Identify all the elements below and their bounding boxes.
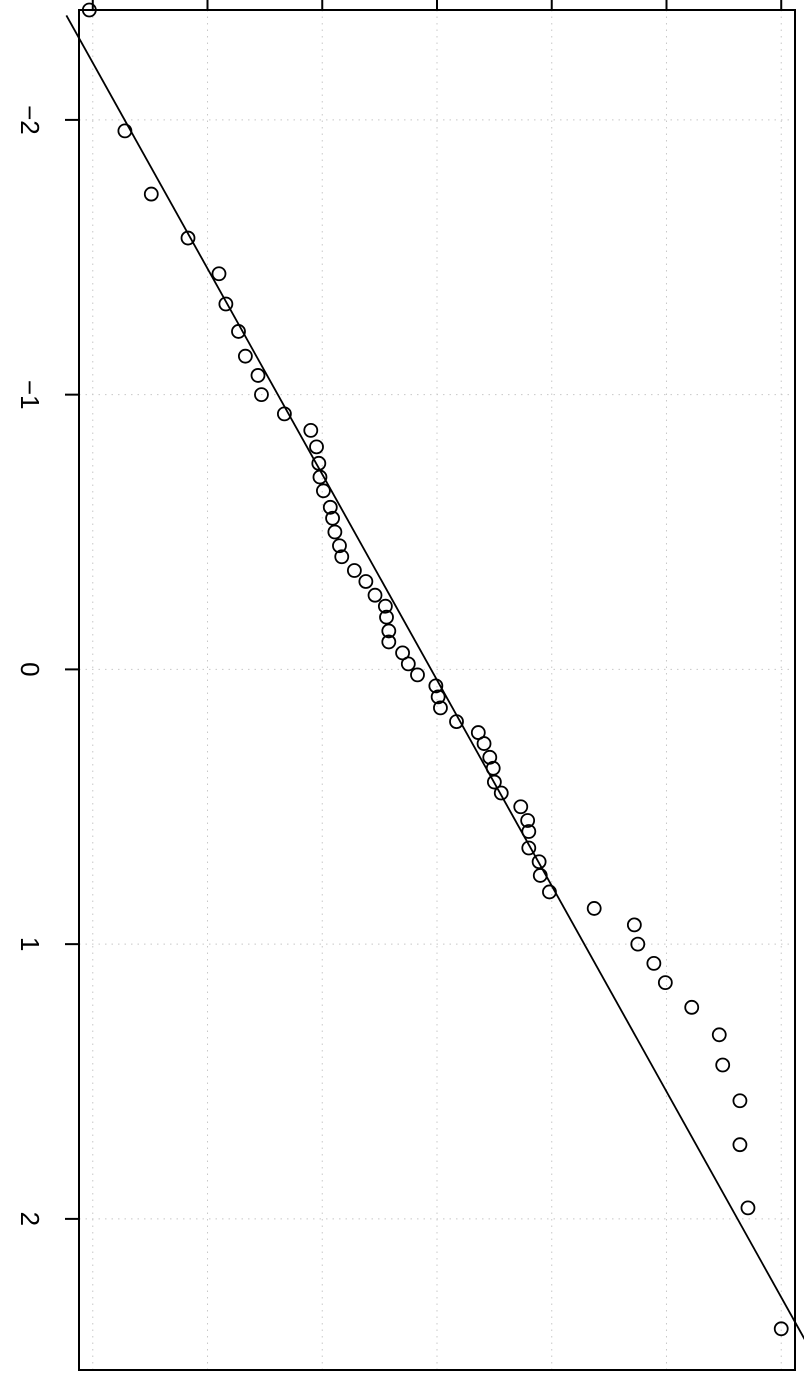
data-point-14 (312, 469, 328, 485)
data-point-55 (715, 1057, 731, 1073)
data-point-1 (117, 123, 133, 139)
data-point-41 (513, 799, 529, 815)
data-points (81, 2, 789, 1337)
data-point-12 (309, 439, 324, 455)
axis-ticks (65, 0, 783, 1220)
data-point-46 (532, 868, 548, 883)
data-point-4 (211, 266, 227, 282)
data-point-17 (325, 510, 340, 526)
data-point-9 (254, 387, 269, 403)
data-point-19 (332, 538, 347, 554)
data-point-3 (180, 230, 196, 246)
data-point-2 (143, 186, 159, 202)
data-point-18 (327, 524, 343, 540)
data-point-42 (520, 813, 536, 828)
data-point-10 (276, 406, 292, 422)
x-tick-label-2: 0 (15, 662, 45, 676)
data-point-36 (476, 736, 492, 751)
data-point-30 (410, 667, 425, 683)
data-point-15 (316, 483, 331, 499)
data-point-8 (250, 368, 266, 383)
x-tick-label-3: 1 (15, 937, 45, 951)
data-point-50 (630, 936, 646, 952)
data-point-47 (542, 884, 557, 900)
data-point-34 (449, 714, 464, 729)
data-point-58 (740, 1200, 756, 1216)
data-point-26 (381, 623, 397, 639)
data-point-0 (81, 2, 97, 18)
data-point-24 (377, 598, 393, 614)
x-tick-label-4: 2 (15, 1212, 45, 1226)
data-point-23 (367, 587, 383, 603)
data-point-56 (732, 1093, 748, 1109)
data-point-27 (381, 634, 397, 650)
data-point-20 (334, 549, 350, 565)
data-point-7 (237, 348, 253, 364)
data-point-54 (711, 1027, 727, 1043)
x-tick-label-0: −2 (15, 105, 45, 135)
data-point-21 (346, 563, 362, 578)
data-point-57 (732, 1137, 748, 1153)
data-point-52 (657, 975, 673, 991)
data-point-6 (231, 324, 246, 339)
grid-lines (79, 10, 795, 1370)
reference-line (65, 15, 804, 1340)
data-point-29 (400, 656, 416, 672)
data-point-48 (586, 901, 602, 916)
data-point-39 (486, 774, 502, 790)
x-tick-label-1: −1 (15, 380, 45, 410)
data-point-40 (493, 785, 509, 801)
data-point-49 (626, 917, 642, 933)
data-point-51 (646, 955, 662, 971)
tick-labels: −2 −1 0 1 2 (15, 105, 45, 1226)
data-point-43 (521, 824, 537, 839)
data-point-44 (521, 840, 537, 856)
data-point-59 (773, 1321, 789, 1337)
data-point-11 (303, 422, 319, 438)
data-point-16 (322, 499, 338, 515)
data-point-33 (433, 700, 448, 716)
data-point-5 (218, 296, 234, 312)
data-point-31 (428, 678, 444, 694)
data-point-53 (684, 999, 700, 1015)
data-point-32 (430, 689, 446, 705)
data-point-22 (358, 574, 374, 589)
data-point-25 (379, 609, 394, 625)
